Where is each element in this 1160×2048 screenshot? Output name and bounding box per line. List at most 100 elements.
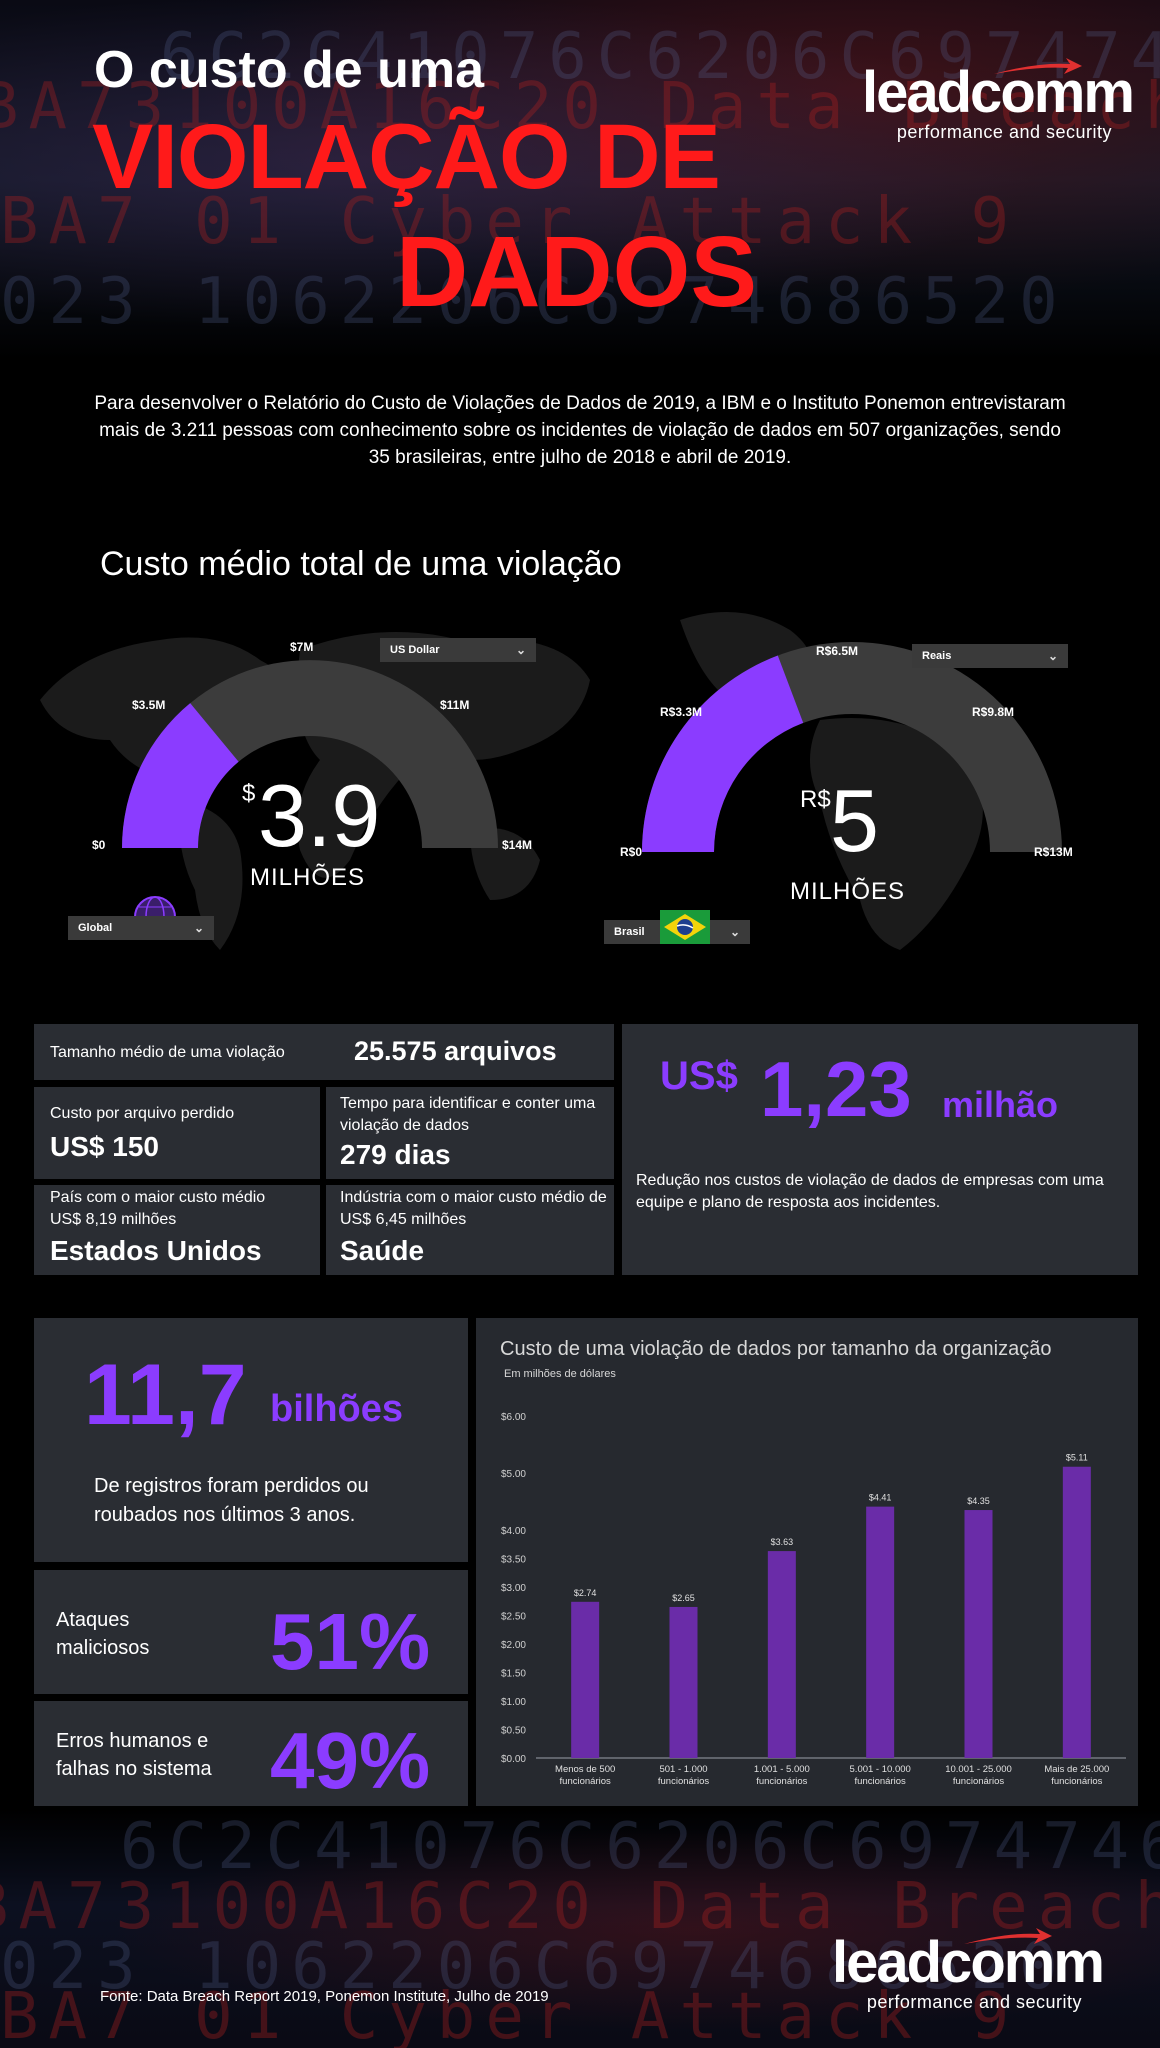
bar-data-label: $3.63	[771, 1537, 794, 1547]
brasil-avg-unit: MILHÕES	[790, 878, 906, 905]
x-tick-label: funcionários	[855, 1776, 906, 1787]
brasil-gauge-arc	[642, 642, 1062, 852]
stat-industria-value: Saúde	[340, 1235, 425, 1266]
global-gauge-fill	[122, 703, 239, 848]
y-tick-label: $4.00	[501, 1526, 526, 1537]
stat-pais-box: País com o maior custo médio US$ 8,19 mi…	[34, 1185, 320, 1275]
human-error-label: Erros humanos e falhas no sistema	[56, 1730, 212, 1780]
records-unit: bilhões	[270, 1388, 404, 1430]
logo-swoosh-icon	[964, 1928, 1052, 1944]
x-tick-label: Mais de 25.000	[1044, 1764, 1109, 1775]
global-avg-value: 3.9	[258, 766, 381, 865]
title-small: O custo de uma	[94, 41, 485, 99]
stat-tempo-value: 279 dias	[340, 1139, 451, 1170]
bar	[964, 1510, 993, 1758]
stat-tempo-label: Tempo para identificar e conter uma viol…	[340, 1095, 596, 1134]
stat-pais-label: País com o maior custo médio US$ 8,19 mi…	[50, 1189, 266, 1228]
reducao-unit: milhão	[942, 1084, 1059, 1125]
records-box: 11,7 bilhões De registros foram perdidos…	[34, 1318, 468, 1562]
bar-chart-svg: $0.00 $0.50 $1.00 $1.50 $2.00 $2.50 $3.00 $3.50…	[501, 1412, 1126, 1787]
bg-code-line: BA73100A16C20 Data Breach	[0, 1870, 1160, 1944]
brazil-flag-icon	[660, 910, 710, 944]
currency-symbol: $	[242, 780, 256, 807]
records-text: De registros foram perdidos ou roubados …	[94, 1475, 369, 1526]
bg-code-line: 023 1062206C6974686520	[0, 1930, 1068, 2004]
avg-cost-title: Custo médio total de uma violação	[100, 545, 622, 583]
logo-bottom: leadcomm performance and security	[832, 1928, 1105, 2013]
currency-symbol: R$	[800, 786, 831, 813]
reducao-currency: US$	[660, 1054, 738, 1098]
malicious-label: Ataques maliciosos	[56, 1609, 150, 1659]
stat-tamanho-value: 25.575 arquivos	[354, 1036, 557, 1066]
org-size-chart: Custo de uma violação de dados por taman…	[476, 1318, 1138, 1806]
logo-tagline: performance and security	[866, 1992, 1082, 2012]
records-value: 11,7	[84, 1347, 247, 1443]
gauge-label: $14M	[502, 838, 533, 852]
gauge-label: $0	[92, 838, 106, 852]
bar	[767, 1551, 796, 1758]
x-tick-label: funcionários	[1051, 1776, 1102, 1787]
y-tick-label: $5.00	[501, 1469, 526, 1480]
x-tick-label: 10.001 - 25.000	[945, 1764, 1012, 1775]
currency-select[interactable]: Reais ⌄	[912, 644, 1068, 668]
brasil-avg-value: 5	[830, 771, 879, 870]
stat-custo-arquivo-box: Custo por arquivo perdido US$ 150	[34, 1087, 320, 1179]
bar	[669, 1606, 698, 1758]
stat-tempo-box: Tempo para identificar e conter uma viol…	[326, 1087, 614, 1179]
title-line1: VIOLAÇÃO DE	[92, 106, 721, 208]
stat-reducao-box: US$ 1,23 milhão Redução nos custos de vi…	[622, 1024, 1138, 1275]
region-select[interactable]: Global ⌄	[68, 916, 214, 940]
bg-code-line: 6C2C41076C6206C6974746C6	[160, 20, 1160, 94]
chevron-down-icon: ⌄	[193, 921, 204, 935]
gauge-label: R$6.5M	[816, 644, 859, 658]
gauge-label: $7M	[290, 640, 314, 654]
gauge-label: R$3.3M	[660, 705, 703, 719]
malicious-value: 51%	[270, 1597, 431, 1686]
source-note: Fonte: Data Breach Report 2019, Ponemon …	[100, 1988, 549, 2005]
currency-select[interactable]: US Dollar ⌄	[380, 638, 536, 662]
bar	[866, 1506, 895, 1758]
y-tick-label: $6.00	[501, 1412, 526, 1423]
y-tick-label: $1.00	[501, 1697, 526, 1708]
global-gauge-track	[122, 660, 498, 848]
header-background: 6C2C41076C6206C6974746C6 BA73100A16C20 D…	[0, 0, 1160, 360]
stat-industria-box: Indústria com o maior custo médio de US$…	[326, 1185, 614, 1275]
x-tick-label: funcionários	[658, 1776, 709, 1787]
intro-text: Para desenvolver o Relatório do Custo de…	[94, 393, 1066, 468]
bar	[571, 1601, 600, 1758]
y-tick-label: $0.00	[501, 1754, 526, 1765]
bar-data-label: $2.74	[574, 1588, 597, 1598]
stat-tamanho-box: Tamanho médio de uma violação 25.575 arq…	[34, 1024, 614, 1080]
global-gauge-arc	[122, 660, 498, 848]
currency-select-value: Reais	[922, 650, 952, 662]
global-avg-unit: MILHÕES	[250, 864, 366, 891]
bar-data-label: $5.11	[1066, 1453, 1088, 1463]
world-map-silhouette	[40, 612, 983, 950]
chevron-down-icon: ⌄	[1047, 649, 1058, 663]
y-tick-label: $1.50	[501, 1669, 526, 1680]
human-error-value: 49%	[270, 1716, 431, 1805]
logo-top: leadcomm performance and security	[862, 58, 1135, 143]
bar-data-label: $4.41	[869, 1493, 892, 1503]
malicious-box: Ataques maliciosos 51%	[34, 1570, 468, 1694]
reducao-text: Redução nos custos de violação de dados …	[636, 1172, 1104, 1211]
global-gauge: $0 $3.5M $7M $11M $14M US Dollar ⌄ $ 3.9…	[0, 620, 580, 960]
chart-subtitle: Em milhões de dólares	[504, 1368, 616, 1380]
x-tick-label: funcionários	[953, 1776, 1004, 1787]
logo-tagline: performance and security	[896, 122, 1112, 142]
reducao-value: 1,23	[760, 1045, 912, 1133]
currency-select-value: US Dollar	[390, 644, 440, 656]
bar-data-label: $2.65	[672, 1593, 695, 1603]
region-select-value: Global	[78, 922, 113, 934]
stat-custo-arquivo-label: Custo por arquivo perdido	[50, 1105, 235, 1122]
gauge-label: R$13M	[1034, 845, 1073, 859]
chart-title: Custo de uma violação de dados por taman…	[500, 1338, 1052, 1360]
bg-code-line: BA7 01 Cyber Attack 9	[0, 185, 1020, 259]
gauge-label: $11M	[440, 698, 470, 712]
stat-pais-value: Estados Unidos	[50, 1235, 262, 1266]
y-tick-label: $3.00	[501, 1583, 526, 1594]
x-tick-label: funcionários	[560, 1776, 611, 1787]
x-tick-label: 5.001 - 10.000	[850, 1764, 911, 1775]
x-tick-label: Menos de 500	[555, 1764, 615, 1775]
title-line2: DADOS	[396, 216, 758, 328]
